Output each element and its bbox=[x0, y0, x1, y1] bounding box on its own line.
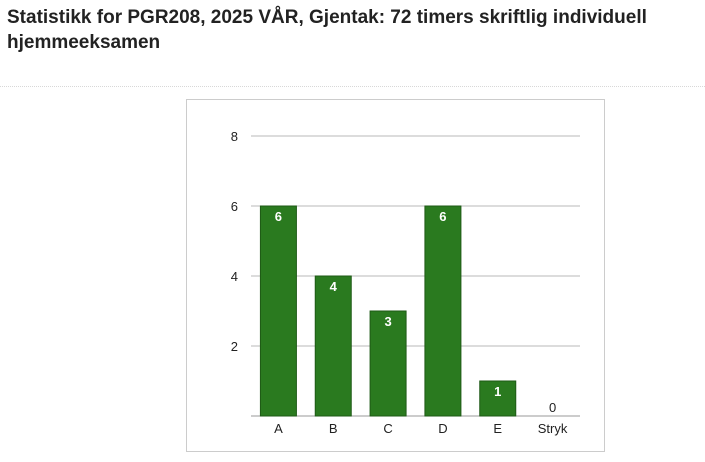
bar-value-label: 1 bbox=[494, 384, 501, 399]
page-title: Statistikk for PGR208, 2025 VÅR, Gjentak… bbox=[7, 7, 647, 53]
bar bbox=[424, 205, 462, 417]
bar bbox=[369, 310, 407, 417]
x-category-label: D bbox=[438, 421, 447, 436]
y-tick-label: 4 bbox=[231, 269, 238, 284]
bar bbox=[314, 275, 352, 417]
y-tick-label: 6 bbox=[231, 199, 238, 214]
bar-value-label: 4 bbox=[330, 279, 338, 294]
bar-value-label: 0 bbox=[549, 400, 556, 415]
grade-distribution-chart: 2 4 6 8 6 A 4 B 3 C 6 D 1 E 0 Stryk bbox=[186, 99, 605, 452]
bar-value-label: 6 bbox=[439, 209, 446, 224]
bar-value-label: 3 bbox=[384, 314, 391, 329]
bar bbox=[259, 205, 297, 417]
x-category-label: E bbox=[493, 421, 502, 436]
bar bbox=[479, 380, 517, 417]
bar-value-label: 6 bbox=[275, 209, 282, 224]
bar-chart-svg: 2 4 6 8 6 A 4 B 3 C 6 D 1 E 0 Stryk bbox=[231, 129, 580, 436]
y-tick-label: 8 bbox=[231, 129, 238, 144]
x-category-label: A bbox=[274, 421, 283, 436]
x-category-label: Stryk bbox=[538, 421, 568, 436]
divider bbox=[0, 86, 705, 87]
y-tick-label: 2 bbox=[231, 339, 238, 354]
x-category-label: B bbox=[329, 421, 338, 436]
x-category-label: C bbox=[383, 421, 392, 436]
